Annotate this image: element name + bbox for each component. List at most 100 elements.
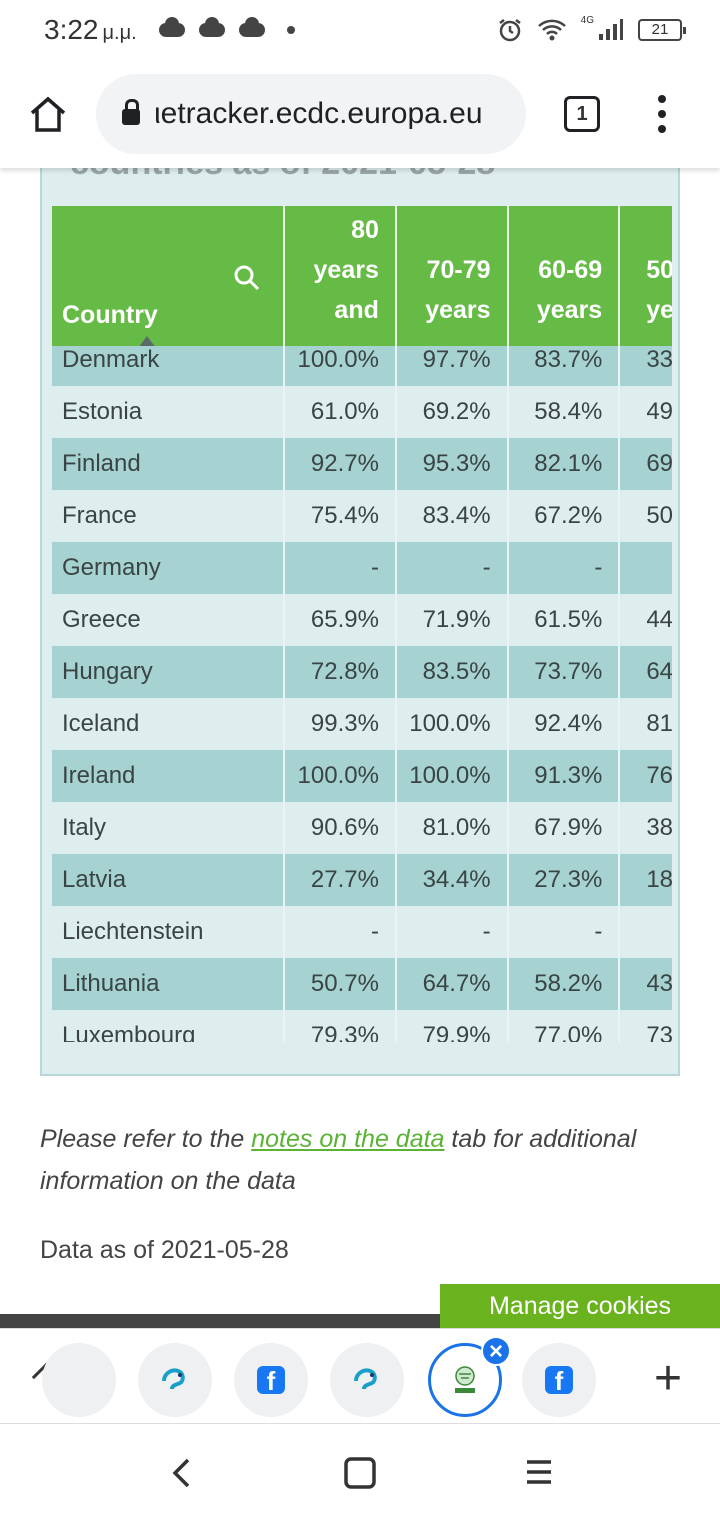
- battery-indicator: 21: [638, 19, 686, 41]
- cell-80-plus: 61.0%: [285, 386, 397, 438]
- notification-dot-icon: [286, 26, 295, 34]
- cell-70-79: 100.0%: [397, 750, 509, 802]
- cell-country: Liechtenstein: [52, 906, 286, 958]
- ecdc-icon: [354, 1368, 377, 1390]
- cell-80-plus: 27.7%: [285, 854, 397, 906]
- table-row: France 75.4% 83.4% 67.2% 50: [52, 490, 672, 542]
- cell-80-plus: 90.6%: [285, 802, 397, 854]
- tab-active-ecdc[interactable]: ×: [428, 1336, 511, 1417]
- header-50-59[interactable]: 50 ye: [620, 206, 672, 346]
- cell-80-plus: 50.7%: [285, 958, 397, 1010]
- tab-ecdc[interactable]: [330, 1343, 404, 1417]
- back-icon[interactable]: [170, 1458, 192, 1488]
- cell-70-79: 79.9%: [397, 1010, 509, 1042]
- system-nav-bar: [0, 1424, 720, 1520]
- manage-cookies-button[interactable]: Manage cookies: [440, 1284, 720, 1328]
- cell-70-79: 64.7%: [397, 958, 509, 1010]
- cell-country: Denmark: [52, 346, 286, 386]
- cell-80-plus: 79.3%: [285, 1010, 397, 1042]
- cell-80-plus: 75.4%: [285, 490, 397, 542]
- table-row: Denmark 100.0% 97.7% 83.7% 33: [52, 346, 672, 386]
- table-row: Estonia 61.0% 69.2% 58.4% 49: [52, 386, 672, 438]
- home-square-icon[interactable]: [344, 1457, 376, 1489]
- signal-icon: [599, 19, 623, 40]
- cell-50-59: 64: [620, 646, 672, 698]
- cell-80-plus: 99.3%: [285, 698, 397, 750]
- header-60-69[interactable]: 60-69 years: [509, 206, 621, 346]
- notes-on-data-link[interactable]: notes on the data: [251, 1125, 445, 1153]
- search-icon[interactable]: [233, 264, 261, 292]
- cell-70-79: 83.4%: [397, 490, 509, 542]
- cell-50-59: 50: [620, 490, 672, 542]
- table-body: Denmark 100.0% 97.7% 83.7% 33 Estonia 61.0% 69.…: [52, 346, 672, 1042]
- tab-facebook[interactable]: f: [234, 1343, 308, 1417]
- cell-60-69: -: [509, 906, 621, 958]
- cell-70-79: -: [397, 542, 509, 594]
- footer-strip: [0, 1314, 440, 1328]
- tab-ecdc[interactable]: [138, 1343, 212, 1417]
- new-tab-button[interactable]: +: [654, 1352, 683, 1405]
- table-scroll-area[interactable]: Country 80 years and 70-79 years 60-69: [52, 206, 672, 1042]
- tab-partial[interactable]: [42, 1343, 116, 1417]
- ecdc-icon: [162, 1368, 185, 1390]
- more-menu-button[interactable]: [658, 95, 666, 133]
- cell-70-79: 97.7%: [397, 346, 509, 386]
- cell-50-59: 33: [620, 346, 672, 386]
- close-tab-icon[interactable]: ×: [481, 1336, 511, 1366]
- table-row: Liechtenstein - - -: [52, 906, 672, 958]
- header-country[interactable]: Country: [52, 206, 286, 348]
- cell-70-79: 100.0%: [397, 698, 509, 750]
- cell-50-59: [620, 906, 672, 958]
- cell-country: Ireland: [52, 750, 286, 802]
- ecdc-logo-icon: [455, 1366, 475, 1393]
- vaccination-table: Country 80 years and 70-79 years 60-69: [52, 206, 672, 1042]
- cell-50-59: 18: [620, 854, 672, 906]
- tab-facebook[interactable]: f: [522, 1343, 596, 1417]
- cell-60-69: 91.3%: [509, 750, 621, 802]
- recents-icon[interactable]: [524, 1458, 554, 1486]
- cell-country: Luxembourg: [52, 1010, 286, 1042]
- facebook-icon: f: [545, 1366, 573, 1396]
- cell-country: Latvia: [52, 854, 286, 906]
- table-row: Hungary 72.8% 83.5% 73.7% 64: [52, 646, 672, 698]
- cell-60-69: 58.4%: [509, 386, 621, 438]
- cell-80-plus: 72.8%: [285, 646, 397, 698]
- table-row: Lithuania 50.7% 64.7% 58.2% 43: [52, 958, 672, 1010]
- cell-country: Greece: [52, 594, 286, 646]
- cell-80-plus: 92.7%: [285, 438, 397, 490]
- tab-strip: f × f +: [0, 1328, 720, 1424]
- cell-60-69: 92.4%: [509, 698, 621, 750]
- cell-country: France: [52, 490, 286, 542]
- header-80-plus[interactable]: 80 years and: [285, 206, 397, 346]
- header-70-79[interactable]: 70-79 years: [397, 206, 509, 346]
- cell-60-69: 82.1%: [509, 438, 621, 490]
- status-bar: 3:22 μ.μ. 4G 21: [0, 0, 720, 60]
- browser-toolbar: ιetracker.ecdc.europa.eu 1: [0, 60, 720, 168]
- table-row: Ireland 100.0% 100.0% 91.3% 76: [52, 750, 672, 802]
- cell-70-79: 95.3%: [397, 438, 509, 490]
- cell-70-79: 71.9%: [397, 594, 509, 646]
- cell-80-plus: 65.9%: [285, 594, 397, 646]
- header-country-label: Country: [62, 301, 158, 329]
- cell-50-59: 43: [620, 958, 672, 1010]
- cloud-icon: [158, 17, 185, 37]
- alarm-icon: [498, 19, 521, 42]
- cell-60-69: -: [509, 542, 621, 594]
- home-button[interactable]: [0, 95, 96, 133]
- cell-50-59: 49: [620, 386, 672, 438]
- cell-70-79: 34.4%: [397, 854, 509, 906]
- cell-60-69: 67.2%: [509, 490, 621, 542]
- cell-country: Finland: [52, 438, 286, 490]
- page-content: countries as of 2021-05-28 Country 80 ye…: [0, 168, 720, 1328]
- cell-60-69: 73.7%: [509, 646, 621, 698]
- tab-switcher-button[interactable]: 1: [564, 96, 600, 132]
- cell-country: Iceland: [52, 698, 286, 750]
- cell-70-79: -: [397, 906, 509, 958]
- cell-50-59: 44: [620, 594, 672, 646]
- network-type: 4G: [580, 14, 594, 26]
- cell-60-69: 58.2%: [509, 958, 621, 1010]
- data-table-panel: countries as of 2021-05-28 Country 80 ye…: [40, 168, 680, 1076]
- url-bar[interactable]: ιetracker.ecdc.europa.eu: [96, 74, 526, 154]
- facebook-icon: f: [257, 1366, 285, 1396]
- cell-50-59: [620, 542, 672, 594]
